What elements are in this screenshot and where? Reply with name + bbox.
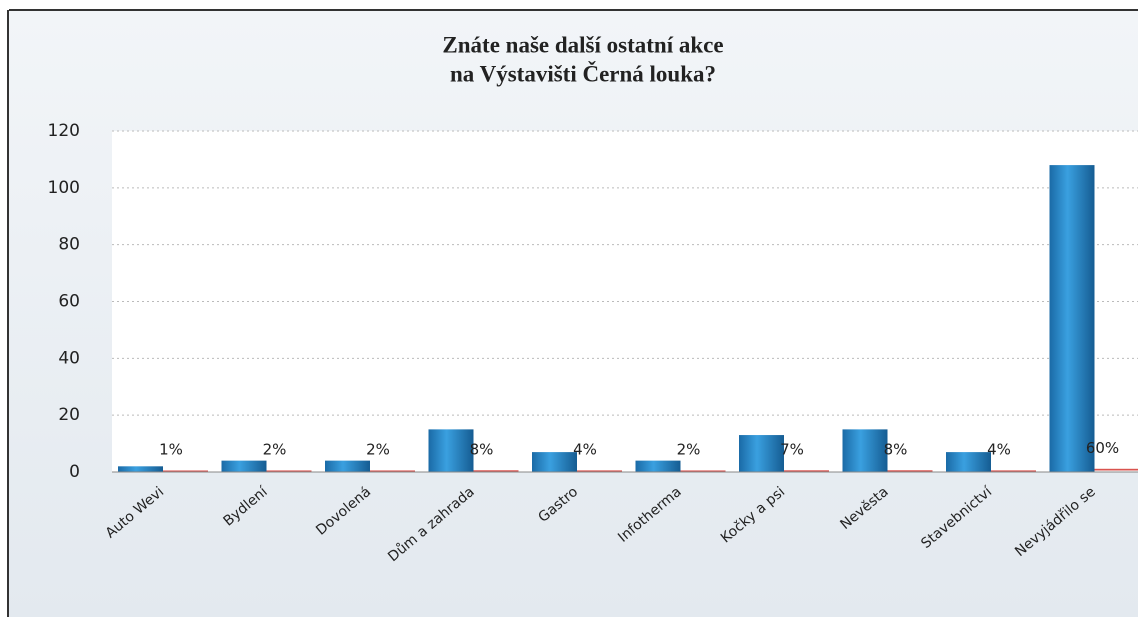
y-tick-label: 100: [48, 178, 80, 198]
bar: [680, 470, 726, 472]
data-label: 2%: [366, 440, 390, 458]
bar: [1094, 468, 1138, 471]
bar: [370, 470, 415, 472]
bar: [532, 452, 577, 472]
bar: [163, 470, 208, 472]
bar: [739, 435, 784, 472]
y-tick-label: 40: [58, 348, 80, 368]
data-label: 7%: [780, 440, 804, 458]
y-tick-label: 20: [58, 405, 80, 425]
bar: [325, 460, 370, 472]
data-label: 4%: [987, 440, 1011, 458]
bar: [635, 460, 681, 472]
bar: [887, 470, 933, 472]
data-label: 8%: [884, 440, 908, 458]
bar: [221, 460, 267, 472]
bar: [991, 470, 1036, 472]
data-label: 2%: [263, 440, 287, 458]
chart-title: na Výstavišti Černá louka?: [450, 60, 716, 86]
y-tick-label: 80: [58, 235, 80, 255]
bar: [428, 429, 474, 472]
bar: [784, 470, 829, 472]
y-tick-label: 120: [48, 121, 80, 141]
data-label: 60%: [1086, 439, 1119, 457]
y-tick-label: 60: [58, 292, 80, 312]
y-tick-label: 0: [69, 462, 80, 482]
bar: [1049, 165, 1095, 472]
bar: [473, 470, 519, 472]
data-label: 1%: [159, 440, 183, 458]
bar: [577, 470, 622, 472]
bar: [118, 466, 163, 472]
plot-area: [112, 131, 1138, 472]
bar: [946, 452, 991, 472]
chart-title: Znáte naše další ostatní akce: [442, 32, 723, 57]
data-label: 2%: [677, 440, 701, 458]
data-label: 4%: [573, 440, 597, 458]
data-label: 8%: [470, 440, 494, 458]
bar: [842, 429, 888, 472]
bar: [266, 470, 312, 472]
